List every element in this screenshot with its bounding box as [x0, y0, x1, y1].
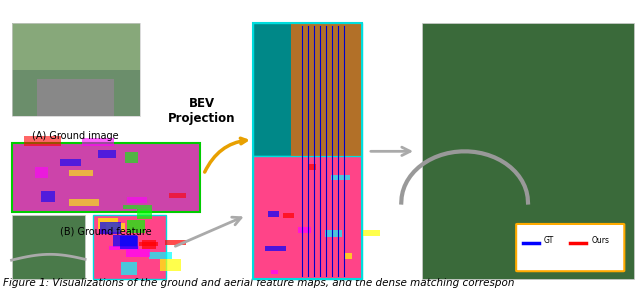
Bar — [24, 136, 61, 146]
Bar — [308, 164, 316, 171]
Bar — [164, 240, 186, 245]
Bar — [98, 150, 116, 158]
Bar — [126, 249, 150, 257]
Bar — [160, 259, 181, 271]
Bar — [69, 170, 93, 176]
Bar — [265, 246, 286, 251]
Bar — [149, 252, 172, 259]
Bar — [99, 218, 118, 229]
Bar — [127, 220, 145, 233]
Text: Ours: Ours — [591, 236, 609, 245]
Bar — [121, 262, 137, 275]
Bar — [41, 191, 55, 202]
Bar — [142, 240, 156, 249]
Bar — [60, 159, 81, 166]
Text: GT: GT — [544, 236, 554, 245]
Bar — [124, 205, 152, 209]
Bar — [12, 23, 140, 116]
Bar — [140, 242, 158, 246]
Bar — [271, 269, 278, 274]
Bar — [93, 215, 166, 279]
Bar — [298, 227, 311, 233]
Bar — [113, 235, 138, 247]
Bar — [82, 138, 114, 146]
Bar — [253, 157, 362, 279]
Text: (B) Ground feature: (B) Ground feature — [60, 227, 152, 237]
Bar — [120, 236, 138, 249]
Bar — [100, 223, 121, 234]
Bar — [422, 23, 634, 279]
Bar — [109, 246, 139, 251]
Bar — [127, 197, 147, 203]
Bar — [106, 223, 125, 232]
Bar — [69, 199, 99, 206]
Text: (A) Ground image: (A) Ground image — [32, 131, 119, 141]
Bar — [12, 23, 140, 116]
Bar — [268, 210, 280, 217]
Bar — [12, 143, 200, 212]
Bar — [345, 253, 353, 259]
Bar — [169, 193, 186, 198]
Bar — [331, 175, 350, 180]
Bar — [283, 213, 294, 218]
Bar — [35, 167, 48, 178]
Bar — [291, 23, 362, 157]
Bar — [253, 23, 362, 279]
Bar — [12, 23, 140, 70]
Text: Figure 1: Visualizations of the ground and aerial feature maps, and the dense ma: Figure 1: Visualizations of the ground a… — [3, 278, 515, 288]
Bar — [253, 23, 362, 157]
Bar — [37, 79, 114, 116]
Bar — [12, 215, 85, 279]
Bar — [137, 209, 152, 219]
FancyBboxPatch shape — [516, 224, 625, 271]
Bar — [125, 152, 138, 163]
Bar — [362, 230, 380, 236]
Bar — [325, 230, 342, 237]
Text: BEV
Projection: BEV Projection — [168, 97, 236, 125]
